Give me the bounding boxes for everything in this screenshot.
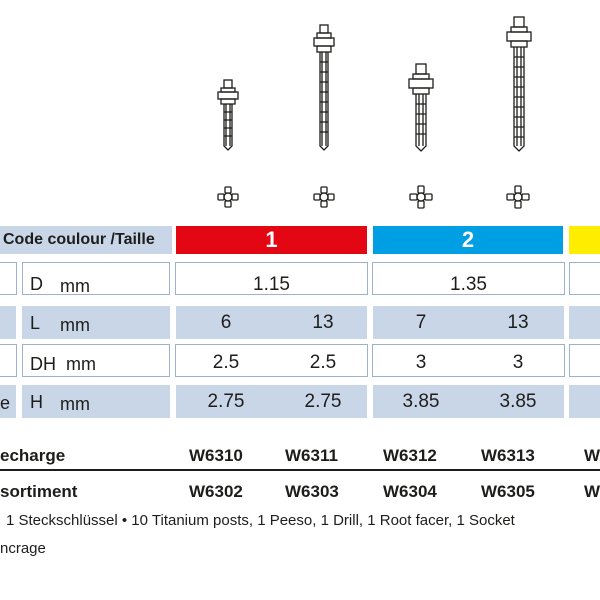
refill-code: W6310: [189, 446, 243, 465]
h-value: 3.85: [499, 391, 537, 412]
anchorage-note: ncrage: [0, 540, 46, 557]
l-value: 13: [507, 312, 529, 333]
table-cell: [22, 306, 170, 339]
table-cell: [176, 385, 367, 418]
row-unit-d: mm: [60, 276, 90, 296]
table-cell: [0, 344, 17, 377]
refill-code: W6312: [383, 446, 437, 465]
table-cell: [176, 306, 367, 339]
dh-value: 3: [415, 352, 427, 373]
table-cell: [569, 262, 600, 295]
divider: [0, 469, 600, 471]
table-cell: [373, 306, 564, 339]
row-label-h: H: [30, 392, 43, 412]
table-cell: [372, 344, 565, 377]
post-illustration-size1-short: [216, 0, 240, 160]
table-cell: [175, 262, 368, 295]
color-size-header-label: Code coulour /Taille: [0, 226, 172, 254]
dh-value: 2.5: [309, 352, 337, 373]
table-cell: [22, 262, 170, 295]
post-illustration-size1-long: [312, 0, 336, 160]
assortment-code: W: [584, 482, 600, 501]
cross-section-icon: [215, 184, 241, 210]
row-unit-l: mm: [60, 315, 90, 335]
d-value-size1: 1.15: [253, 274, 290, 295]
l-value: 13: [312, 312, 334, 333]
l-value: 6: [220, 312, 232, 333]
size-1-header: 1: [176, 226, 367, 254]
table-cell: [569, 306, 600, 339]
refill-code: W6313: [481, 446, 535, 465]
table-cell: [0, 385, 16, 418]
dh-value: 2.5: [212, 352, 240, 373]
size-3-header: [569, 226, 600, 254]
cross-section-icon: [505, 184, 531, 210]
table-cell: [569, 385, 600, 418]
assortment-label: sortiment: [0, 482, 78, 501]
row-prefix-h: e: [0, 393, 11, 413]
dh-value: 3: [512, 352, 524, 373]
table-cell: [372, 262, 565, 295]
table-cell: [0, 306, 16, 339]
assortment-code: W6302: [189, 482, 243, 501]
cross-section-icon: [311, 184, 337, 210]
row-label-dh: DH: [30, 354, 56, 374]
assortment-code: W6303: [285, 482, 339, 501]
row-label-l: L: [30, 313, 41, 333]
cross-section-icon: [408, 184, 434, 210]
post-illustration-size2-long: [505, 0, 533, 160]
h-value: 2.75: [207, 391, 245, 412]
table-cell: [0, 262, 17, 295]
table-cell: [175, 344, 368, 377]
refill-code: W: [584, 446, 600, 465]
row-unit-dh: mm: [66, 354, 96, 374]
table-cell: [22, 344, 170, 377]
assortment-code: W6304: [383, 482, 437, 501]
post-illustration-size2-short: [407, 0, 435, 160]
d-value-size2: 1.35: [450, 274, 487, 295]
table-cell: [373, 385, 564, 418]
h-value: 3.85: [402, 391, 440, 412]
row-label-d: D: [30, 274, 43, 294]
table-cell: [22, 385, 170, 418]
assortment-code: W6305: [481, 482, 535, 501]
refill-code: W6311: [285, 446, 338, 465]
l-value: 7: [415, 312, 427, 333]
h-value: 2.75: [304, 391, 342, 412]
row-unit-h: mm: [60, 394, 90, 414]
refill-label: echarge: [0, 446, 66, 465]
assortment-contents-note: 1 Steckschlüssel • 10 Titanium posts, 1 …: [6, 512, 515, 529]
table-cell: [569, 344, 600, 377]
size-2-header: 2: [373, 226, 563, 254]
